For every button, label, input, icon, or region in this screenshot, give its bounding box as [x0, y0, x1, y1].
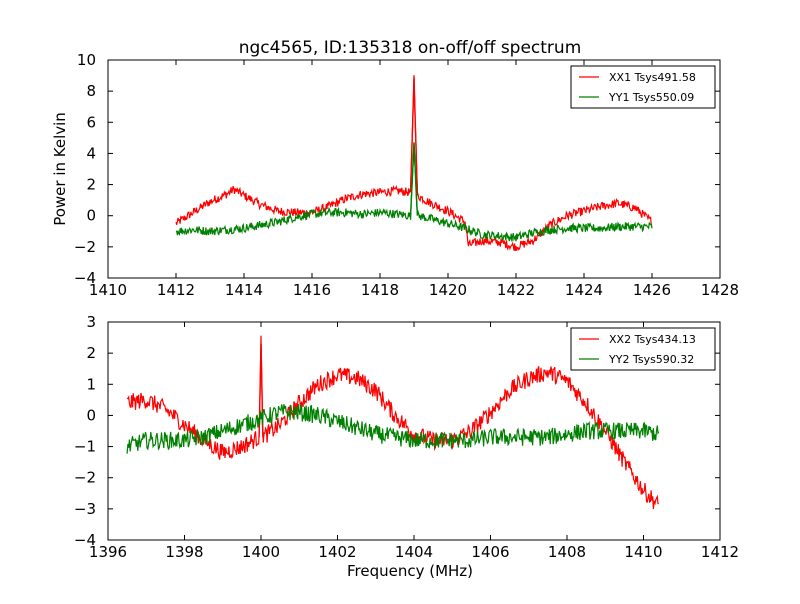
legend-box — [570, 327, 716, 371]
top-panel: 1410 1412 1414 1416 1418 1420 1422 1424 1426 1428… — [74, 51, 739, 299]
x-tick-label: 1396 — [89, 543, 127, 561]
y-tick-label: −3 — [74, 500, 96, 518]
y-tick-label: 1 — [86, 375, 96, 393]
y-tick-label: −2 — [74, 238, 96, 256]
x-tick-label: 1412 — [157, 281, 195, 299]
y-axis-label: Power in Kelvin — [51, 112, 69, 226]
bottom-panel: 1396 1398 1400 1402 1404 1406 1408 1410 1412 −4 −3… — [74, 313, 739, 561]
series-spike-xx1 — [409, 77, 419, 196]
y-tick-label: −4 — [74, 531, 96, 549]
legend: XX2 Tsys434.13 YY2 Tsys590.32 — [570, 327, 716, 371]
y-tick-label: −4 — [74, 269, 96, 287]
x-tick-label: 1398 — [165, 543, 203, 561]
x-tick-label: 1422 — [497, 281, 535, 299]
y-tick-label: 4 — [86, 144, 96, 162]
x-tick-label: 1410 — [89, 281, 127, 299]
series-spike-yy1 — [409, 142, 419, 216]
x-tick-label: 1418 — [361, 281, 399, 299]
x-tick-label: 1400 — [242, 543, 280, 561]
chart-title: ngc4565, ID:135318 on-off/off spectrum — [239, 38, 582, 58]
axes-frame — [107, 59, 721, 279]
series-line-yy2 — [126, 404, 660, 454]
x-tick-label: 1424 — [565, 281, 603, 299]
y-tick-label: −2 — [74, 469, 96, 487]
legend-label: YY2 Tsys590.32 — [608, 353, 694, 366]
y-tick-label: 0 — [86, 207, 96, 225]
x-tick-label: 1428 — [701, 281, 739, 299]
x-tick-label: 1402 — [318, 543, 356, 561]
y-tick-label: 2 — [86, 176, 96, 194]
y-tick-label: −1 — [74, 438, 96, 456]
series-line-xx2 — [126, 335, 659, 510]
y-tick-label: 2 — [86, 344, 96, 362]
x-tick-label: 1404 — [395, 543, 433, 561]
y-tick-label: 8 — [86, 82, 96, 100]
y-tick-label: 10 — [77, 51, 96, 69]
series-line-xx1 — [175, 75, 653, 251]
x-tick-label: 1416 — [293, 281, 331, 299]
x-tick-label: 1410 — [624, 543, 662, 561]
x-tick-label: 1426 — [633, 281, 671, 299]
legend: XX1 Tsys491.58 YY1 Tsys550.09 — [570, 65, 716, 109]
series-spike-xx2 — [258, 343, 264, 438]
y-tick-label: 0 — [86, 406, 96, 424]
y-tick-label: 6 — [86, 113, 96, 131]
x-axis-label: Frequency (MHz) — [347, 562, 473, 580]
x-tick-label: 1408 — [548, 543, 586, 561]
legend-label: YY1 Tsys550.09 — [608, 91, 694, 104]
y-tick-label: 3 — [86, 313, 96, 331]
legend-label: XX2 Tsys434.13 — [609, 333, 696, 346]
x-tick-label: 1420 — [429, 281, 467, 299]
legend-box — [570, 65, 716, 109]
legend-label: XX1 Tsys491.58 — [609, 71, 696, 84]
x-tick-label: 1414 — [225, 281, 263, 299]
x-tick-label: 1412 — [701, 543, 739, 561]
series-line-yy1 — [175, 142, 653, 242]
x-tick-label: 1406 — [471, 543, 509, 561]
